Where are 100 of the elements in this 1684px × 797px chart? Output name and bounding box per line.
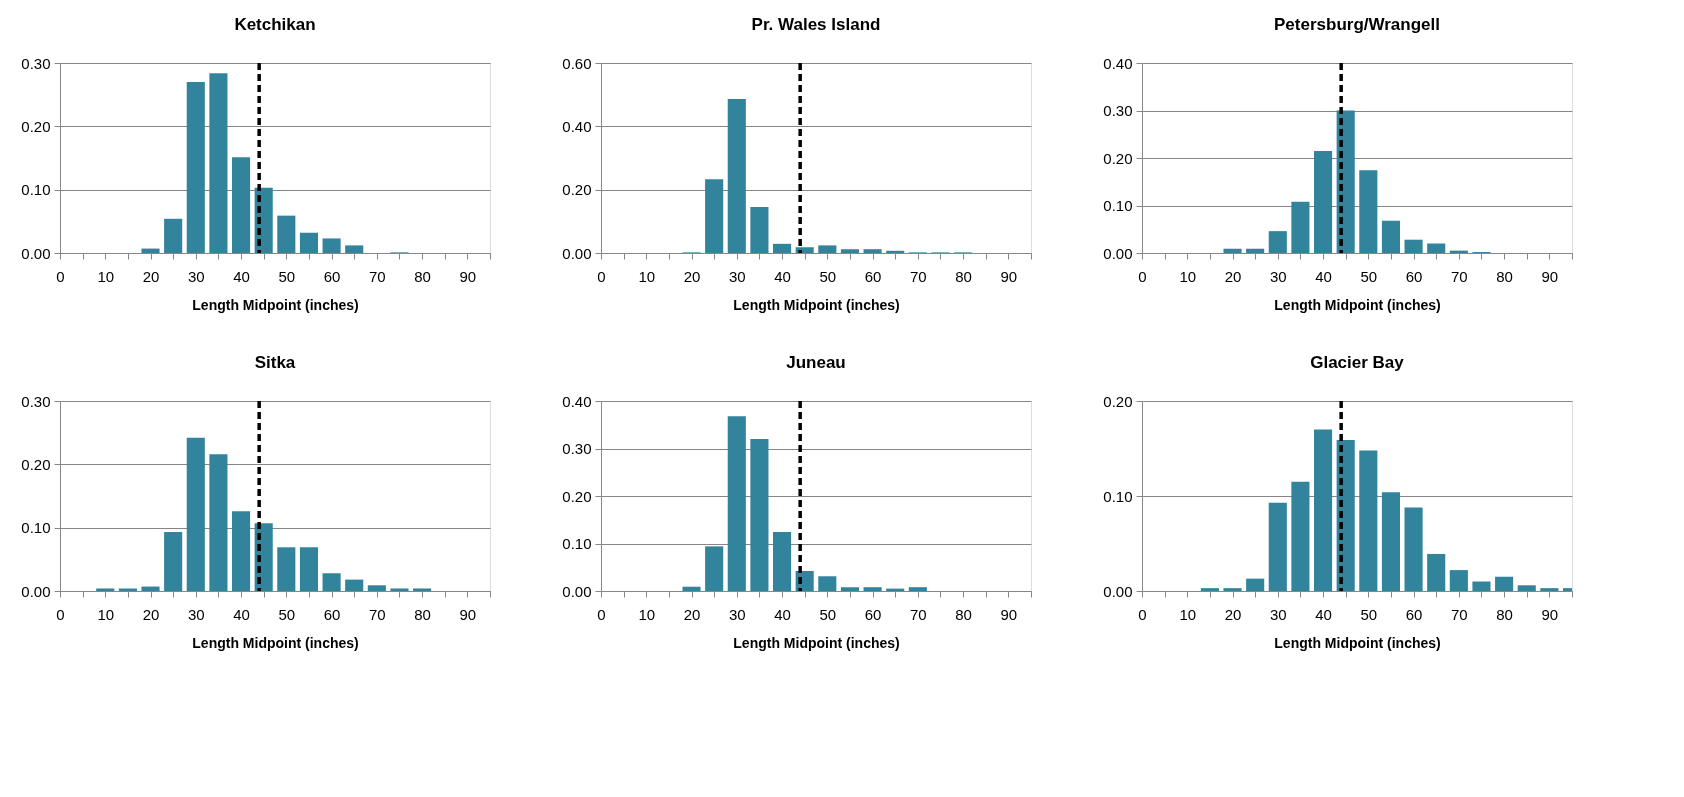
bar — [1223, 588, 1242, 591]
y-tick-label: 0.00 — [1103, 244, 1133, 262]
y-tick-label: 0.00 — [562, 582, 592, 600]
bar — [750, 439, 769, 591]
bar — [773, 243, 792, 253]
bar — [1246, 578, 1265, 591]
bar — [209, 454, 228, 591]
bar — [367, 585, 386, 591]
x-tick-label: 40 — [1315, 605, 1332, 623]
x-tick-label: 60 — [1405, 267, 1423, 285]
x-tick-label: 0 — [597, 267, 606, 285]
chart-title: Ketchikan — [234, 15, 316, 34]
x-tick-label: 60 — [323, 267, 341, 285]
y-tick-label: 0.10 — [21, 519, 51, 537]
bar — [682, 586, 701, 591]
x-tick-label: 80 — [955, 605, 972, 623]
x-tick-label: 80 — [1496, 267, 1513, 285]
x-tick-label: 10 — [97, 605, 115, 623]
x-tick-label: 60 — [323, 605, 341, 623]
x-tick-label: 0 — [597, 605, 606, 623]
x-axis-title: Length Midpoint (inches) — [1274, 634, 1441, 651]
bar — [705, 546, 724, 591]
bar — [345, 245, 364, 253]
y-tick-label: 0.30 — [562, 440, 592, 457]
bar — [818, 576, 837, 591]
bar — [863, 587, 882, 591]
bar — [1381, 220, 1400, 253]
x-tick-label: 90 — [1541, 267, 1559, 285]
x-tick-label: 30 — [187, 605, 205, 623]
bar — [1404, 507, 1423, 591]
x-tick-label: 20 — [1224, 605, 1242, 623]
x-tick-label: 80 — [414, 605, 431, 623]
y-tick-label: 0.20 — [1103, 149, 1133, 167]
bar — [164, 532, 183, 591]
y-tick-label: 0.00 — [562, 244, 592, 262]
bar — [1246, 248, 1265, 253]
x-tick-label: 10 — [638, 605, 656, 623]
y-tick-label: 0.30 — [21, 392, 51, 410]
x-tick-label: 70 — [1451, 267, 1468, 285]
bar — [277, 547, 296, 591]
x-tick-label: 20 — [142, 267, 160, 285]
y-tick-label: 0.40 — [562, 392, 592, 410]
bar — [277, 215, 296, 253]
bar — [1449, 570, 1468, 591]
x-tick-label: 90 — [1000, 605, 1018, 623]
x-tick-label: 60 — [1405, 605, 1423, 623]
y-tick-label: 0.20 — [562, 181, 592, 199]
x-tick-label: 50 — [819, 605, 837, 623]
y-tick-label: 0.20 — [21, 117, 51, 135]
bar — [863, 249, 882, 253]
x-tick-label: 70 — [910, 267, 927, 285]
bar — [1291, 201, 1310, 253]
y-tick-label: 0.00 — [21, 582, 51, 600]
bar — [727, 99, 746, 253]
bar — [1268, 231, 1287, 253]
bar — [322, 238, 341, 253]
x-tick-label: 30 — [1269, 267, 1287, 285]
x-tick-label: 50 — [1360, 267, 1378, 285]
x-tick-label: 10 — [1179, 267, 1197, 285]
x-axis-title: Length Midpoint (inches) — [1274, 296, 1441, 313]
bar — [886, 250, 905, 253]
x-tick-label: 50 — [819, 267, 837, 285]
x-tick-label: 30 — [187, 267, 205, 285]
x-tick-label: 30 — [1269, 605, 1287, 623]
bar — [1517, 585, 1536, 591]
y-tick-label: 0.40 — [1103, 54, 1133, 72]
chart-title: Petersburg/Wrangell — [1274, 15, 1440, 34]
x-tick-label: 90 — [1000, 267, 1018, 285]
x-tick-label: 40 — [774, 267, 791, 285]
x-tick-label: 80 — [414, 267, 431, 285]
bar — [1291, 481, 1310, 591]
bar — [908, 587, 927, 591]
bar — [1223, 248, 1242, 253]
x-tick-label: 70 — [369, 605, 386, 623]
bar — [186, 82, 205, 253]
bar — [232, 157, 251, 253]
bar — [1427, 553, 1446, 591]
y-tick-label: 0.10 — [1103, 487, 1133, 505]
bar — [390, 588, 409, 591]
bar — [818, 245, 837, 253]
x-tick-label: 20 — [683, 267, 701, 285]
bar — [1381, 492, 1400, 591]
x-tick-label: 10 — [97, 267, 115, 285]
x-tick-label: 60 — [864, 605, 882, 623]
bar — [1200, 588, 1219, 591]
y-tick-label: 0.10 — [562, 535, 592, 552]
chart-title: Pr. Wales Island — [751, 15, 881, 34]
bar — [1472, 581, 1491, 591]
bar — [1268, 502, 1287, 591]
bar — [1495, 576, 1514, 591]
bar — [345, 579, 364, 591]
x-tick-label: 50 — [278, 267, 296, 285]
x-tick-label: 70 — [1451, 605, 1468, 623]
y-tick-label: 0.20 — [562, 487, 592, 505]
bar — [1427, 243, 1446, 253]
x-tick-label: 50 — [278, 605, 296, 623]
y-tick-label: 0.30 — [21, 54, 51, 72]
chart-title: Glacier Bay — [1310, 353, 1405, 372]
bar — [750, 207, 769, 253]
y-tick-label: 0.20 — [1103, 392, 1133, 410]
